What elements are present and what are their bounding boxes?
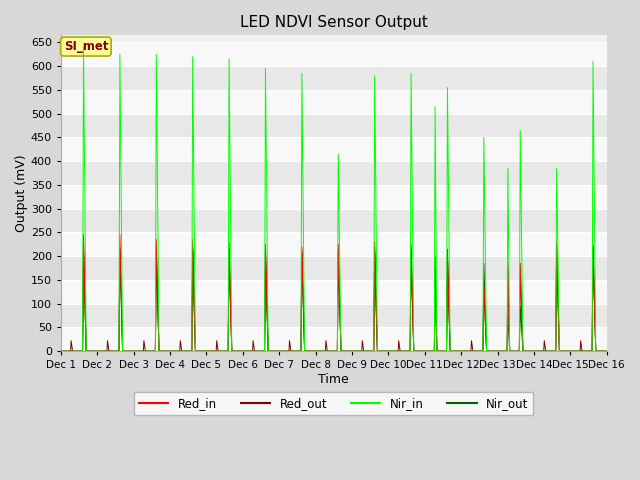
Nir_out <box>152 328 159 334</box>
Bar <box>61 304 607 327</box>
Bar <box>61 90 607 114</box>
Bar <box>61 66 607 90</box>
Nir_in <box>79 44 87 50</box>
Bar <box>61 137 607 161</box>
Line: Red_out: Red_out <box>61 249 607 351</box>
Nir_in <box>534 348 541 354</box>
Nir_in <box>266 348 274 354</box>
Bar <box>61 327 607 351</box>
Legend: Red_in, Red_out, Nir_in, Nir_out: Red_in, Red_out, Nir_in, Nir_out <box>134 392 533 415</box>
Red_in <box>603 348 611 354</box>
Nir_in <box>592 348 600 354</box>
Red_out <box>592 348 600 354</box>
Red_in <box>290 348 298 354</box>
Red_out <box>57 348 65 354</box>
Nir_in <box>120 348 127 354</box>
Line: Red_in: Red_in <box>61 235 607 351</box>
Text: SI_met: SI_met <box>63 40 108 53</box>
Nir_in <box>603 348 611 354</box>
Red_out <box>152 308 159 313</box>
Nir_out <box>553 244 561 250</box>
Nir_out <box>119 348 127 354</box>
Red_in <box>152 304 159 310</box>
Red_out <box>290 348 298 354</box>
Bar <box>61 280 607 304</box>
Red_in <box>592 348 600 354</box>
Bar <box>61 114 607 137</box>
Nir_out <box>57 348 65 354</box>
Red_in <box>57 348 65 354</box>
Nir_in <box>290 348 298 354</box>
Line: Nir_out: Nir_out <box>61 247 607 351</box>
Red_in <box>266 348 274 354</box>
Bar <box>61 256 607 280</box>
Bar <box>61 185 607 209</box>
Red_out <box>534 348 541 354</box>
Nir_out <box>266 348 274 354</box>
Red_in <box>79 232 87 238</box>
Red_in <box>120 348 127 354</box>
Red_out <box>603 348 611 354</box>
Nir_in <box>152 229 159 235</box>
Y-axis label: Output (mV): Output (mV) <box>15 155 28 232</box>
Red_out <box>79 246 87 252</box>
Nir_out <box>290 348 298 354</box>
Red_out <box>266 348 274 354</box>
Bar <box>61 209 607 232</box>
Bar <box>61 161 607 185</box>
Nir_out <box>592 348 600 354</box>
Red_in <box>534 348 541 354</box>
Bar <box>61 42 607 66</box>
Line: Nir_in: Nir_in <box>61 47 607 351</box>
Nir_out <box>603 348 611 354</box>
Bar <box>61 232 607 256</box>
X-axis label: Time: Time <box>319 373 349 386</box>
Nir_out <box>533 348 541 354</box>
Red_out <box>120 348 127 354</box>
Title: LED NDVI Sensor Output: LED NDVI Sensor Output <box>240 15 428 30</box>
Nir_in <box>57 348 65 354</box>
